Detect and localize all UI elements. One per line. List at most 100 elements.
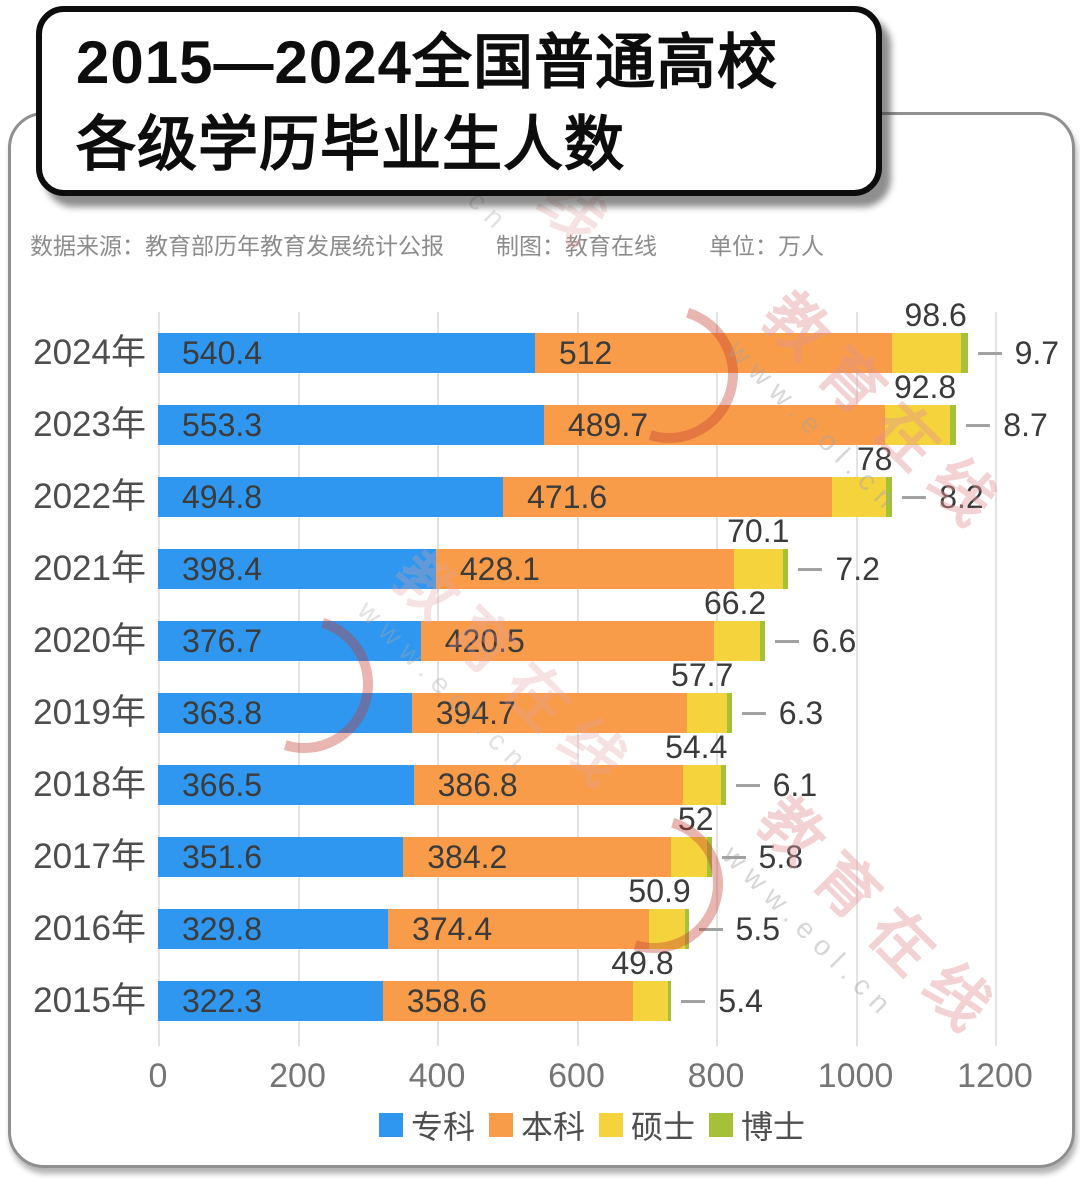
value-label-博士: 7.2 bbox=[798, 549, 880, 589]
value-label-博士: 8.2 bbox=[902, 477, 984, 517]
legend-label: 硕士 bbox=[631, 1109, 696, 1145]
gridline-layer bbox=[0, 312, 1080, 1046]
page-title-line1: 2015—2024全国普通高校 bbox=[76, 29, 778, 96]
legend-label: 专科 bbox=[410, 1109, 475, 1145]
x-tick-label-600: 600 bbox=[548, 1057, 605, 1095]
bar-segment-硕士 bbox=[632, 981, 668, 1021]
x-tick-label-400: 400 bbox=[408, 1057, 466, 1095]
value-label-本科: 489.7 bbox=[567, 407, 648, 443]
leader-dash bbox=[721, 855, 746, 859]
bar-segment-硕士 bbox=[832, 477, 887, 517]
year-label: 2020年 bbox=[33, 621, 146, 660]
legend-swatch-专科 bbox=[378, 1113, 403, 1137]
value-label-硕士: 70.1 bbox=[727, 513, 790, 549]
bar-segment-本科: 394.7 bbox=[411, 693, 688, 733]
bar-segment-博士 bbox=[783, 549, 789, 589]
doctor-value-text: 7.2 bbox=[835, 550, 880, 587]
value-label-硕士: 52 bbox=[677, 801, 714, 837]
bar-segment-博士 bbox=[886, 477, 893, 517]
bar-segment-专科: 376.7 bbox=[158, 621, 421, 661]
bar-row-2021年: 2021年 398.4 428.1 70.1 7.2 bbox=[0, 513, 1080, 605]
doctor-value-text: 5.4 bbox=[718, 982, 763, 1019]
bar-row-2017年: 2017年 351.6 384.2 52 5.8 bbox=[0, 801, 1080, 893]
bar-segment-专科: 322.3 bbox=[158, 981, 383, 1021]
legend: 专科 本科 硕士 博士 bbox=[0, 1104, 1080, 1146]
year-label: 2016年 bbox=[33, 909, 146, 948]
gridline-600 bbox=[576, 312, 579, 1046]
value-label-本科: 420.5 bbox=[444, 623, 525, 659]
bar-row-2018年: 2018年 366.5 386.8 54.4 6.1 bbox=[0, 729, 1080, 821]
bar-segment-本科: 471.6 bbox=[503, 477, 833, 517]
legend-label: 本科 bbox=[520, 1109, 585, 1145]
year-label: 2015年 bbox=[33, 981, 146, 1020]
bar-segment-博士 bbox=[667, 981, 672, 1021]
year-label: 2018年 bbox=[33, 765, 146, 804]
bar-segment-专科: 398.4 bbox=[158, 549, 436, 589]
x-tick-label-1200: 1200 bbox=[957, 1057, 1033, 1095]
bar-segment-本科: 358.6 bbox=[382, 981, 633, 1021]
value-label-硕士: 78 bbox=[856, 441, 893, 477]
x-tick-label-1000: 1000 bbox=[817, 1057, 894, 1095]
bar-row-2020年: 2020年 376.7 420.5 66.2 6.6 bbox=[0, 585, 1080, 677]
gridline-800 bbox=[716, 312, 718, 1046]
legend-item-专科: 专科 bbox=[378, 1102, 475, 1148]
meta-row: 数据来源：教育部历年教育发展统计公报 制图：教育在线 单位：万人 bbox=[30, 228, 1050, 260]
value-label-博士: 9.7 bbox=[977, 333, 1060, 373]
year-label: 2017年 bbox=[33, 837, 146, 876]
value-label-本科: 358.6 bbox=[406, 983, 487, 1019]
doctor-value-text: 8.2 bbox=[939, 478, 984, 515]
doctor-value-text: 8.7 bbox=[1003, 406, 1048, 443]
year-label: 2019年 bbox=[33, 693, 146, 732]
value-label-博士: 5.4 bbox=[681, 981, 763, 1021]
bar-segment-专科: 351.6 bbox=[158, 837, 404, 877]
value-label-专科: 351.6 bbox=[182, 839, 263, 875]
value-label-博士: 6.3 bbox=[741, 693, 823, 733]
gridline-400 bbox=[437, 312, 439, 1046]
legend-swatch-博士 bbox=[709, 1113, 734, 1137]
value-label-本科: 471.6 bbox=[527, 479, 608, 515]
x-tick-label-200: 200 bbox=[269, 1057, 326, 1095]
bar-segment-博士 bbox=[727, 693, 732, 733]
chart-maker-text: 制图：教育在线 bbox=[496, 233, 657, 259]
leader-dash bbox=[741, 711, 766, 715]
value-label-硕士: 66.2 bbox=[703, 585, 767, 621]
value-label-硕士: 54.4 bbox=[665, 729, 728, 765]
value-label-专科: 398.4 bbox=[182, 551, 263, 587]
year-label: 2024年 bbox=[33, 333, 146, 372]
value-label-本科: 394.7 bbox=[435, 695, 516, 731]
bar-segment-本科: 384.2 bbox=[403, 837, 672, 877]
value-label-博士: 8.7 bbox=[966, 405, 1048, 445]
bar-segment-博士 bbox=[760, 621, 765, 661]
value-label-专科: 540.4 bbox=[182, 335, 263, 371]
bar-segment-本科: 420.5 bbox=[420, 621, 715, 661]
value-label-本科: 428.1 bbox=[459, 551, 540, 587]
x-tick-label-800: 800 bbox=[687, 1057, 745, 1095]
bar-segment-硕士 bbox=[714, 621, 761, 661]
doctor-value-text: 9.7 bbox=[1014, 334, 1060, 371]
x-tick-label-0: 0 bbox=[148, 1057, 168, 1095]
bar-segment-博士 bbox=[960, 333, 968, 373]
value-label-专科: 553.3 bbox=[182, 407, 263, 443]
bar-segment-博士 bbox=[721, 765, 726, 805]
bar-segment-本科: 489.7 bbox=[543, 405, 886, 445]
year-label: 2022年 bbox=[33, 477, 146, 516]
leader-dash bbox=[681, 999, 706, 1003]
bar-segment-专科: 553.3 bbox=[158, 405, 544, 445]
leader-dash bbox=[902, 495, 927, 499]
bar-row-2024年: 2024年 540.4 512 98.6 9.7 bbox=[0, 297, 1080, 389]
leader-dash bbox=[798, 567, 823, 571]
bar-row-2015年: 2015年 322.3 358.6 49.8 5.4 bbox=[0, 945, 1080, 1037]
leader-dash bbox=[735, 783, 760, 787]
x-axis: 0 200 400 600 800 1000 1200 bbox=[0, 1056, 1080, 1096]
page-title-line2: 各级学历毕业生人数 bbox=[76, 111, 625, 178]
leader-dash bbox=[774, 639, 799, 643]
bar-segment-硕士 bbox=[892, 333, 961, 373]
bar-row-2023年: 2023年 553.3 489.7 92.8 8.7 bbox=[0, 369, 1080, 461]
doctor-value-text: 5.5 bbox=[735, 910, 780, 947]
year-label: 2021年 bbox=[33, 549, 146, 588]
bar-segment-硕士 bbox=[671, 837, 708, 877]
bar-segment-硕士 bbox=[649, 909, 685, 949]
value-label-本科: 386.8 bbox=[437, 767, 518, 803]
bar-segment-硕士 bbox=[687, 693, 728, 733]
legend-item-硕士: 硕士 bbox=[599, 1102, 695, 1148]
